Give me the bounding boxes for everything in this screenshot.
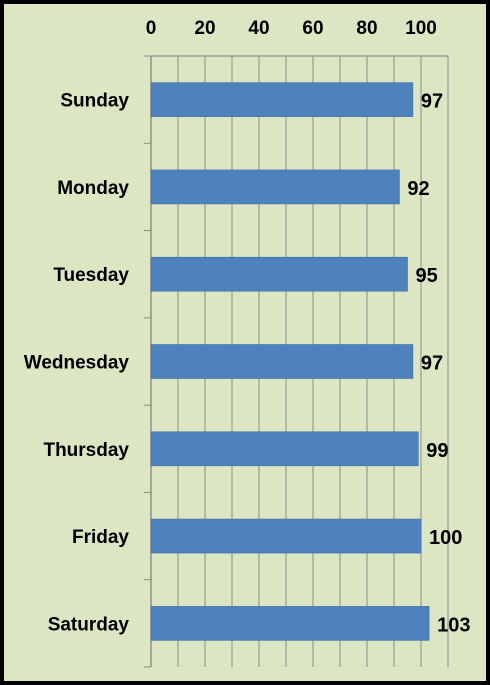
data-label: 103 [437, 614, 470, 636]
data-label: 95 [416, 265, 438, 287]
category-label: Sunday [60, 91, 129, 112]
x-tick-label: 20 [194, 18, 215, 39]
category-label: Tuesday [53, 265, 129, 286]
category-label: Monday [57, 178, 129, 199]
bar [150, 431, 419, 467]
category-label: Saturday [48, 614, 130, 635]
category-label: Thursday [43, 440, 129, 461]
bar [150, 344, 414, 379]
x-tick-label: 60 [302, 18, 323, 39]
bar [150, 82, 414, 117]
x-tick-label: 80 [356, 18, 377, 39]
category-label: Friday [72, 527, 129, 548]
category-label: Wednesday [24, 353, 130, 374]
data-label: 100 [429, 527, 462, 549]
x-tick-label: 40 [248, 18, 269, 39]
data-label: 97 [421, 91, 443, 113]
data-label: 99 [426, 440, 448, 462]
bar [150, 169, 400, 205]
data-label: 97 [421, 353, 443, 375]
data-label: 92 [407, 178, 429, 200]
x-tick-label: 100 [405, 18, 437, 39]
bar [150, 256, 408, 292]
x-tick-label: 0 [146, 18, 157, 39]
bar [150, 518, 422, 554]
bar [150, 606, 430, 641]
